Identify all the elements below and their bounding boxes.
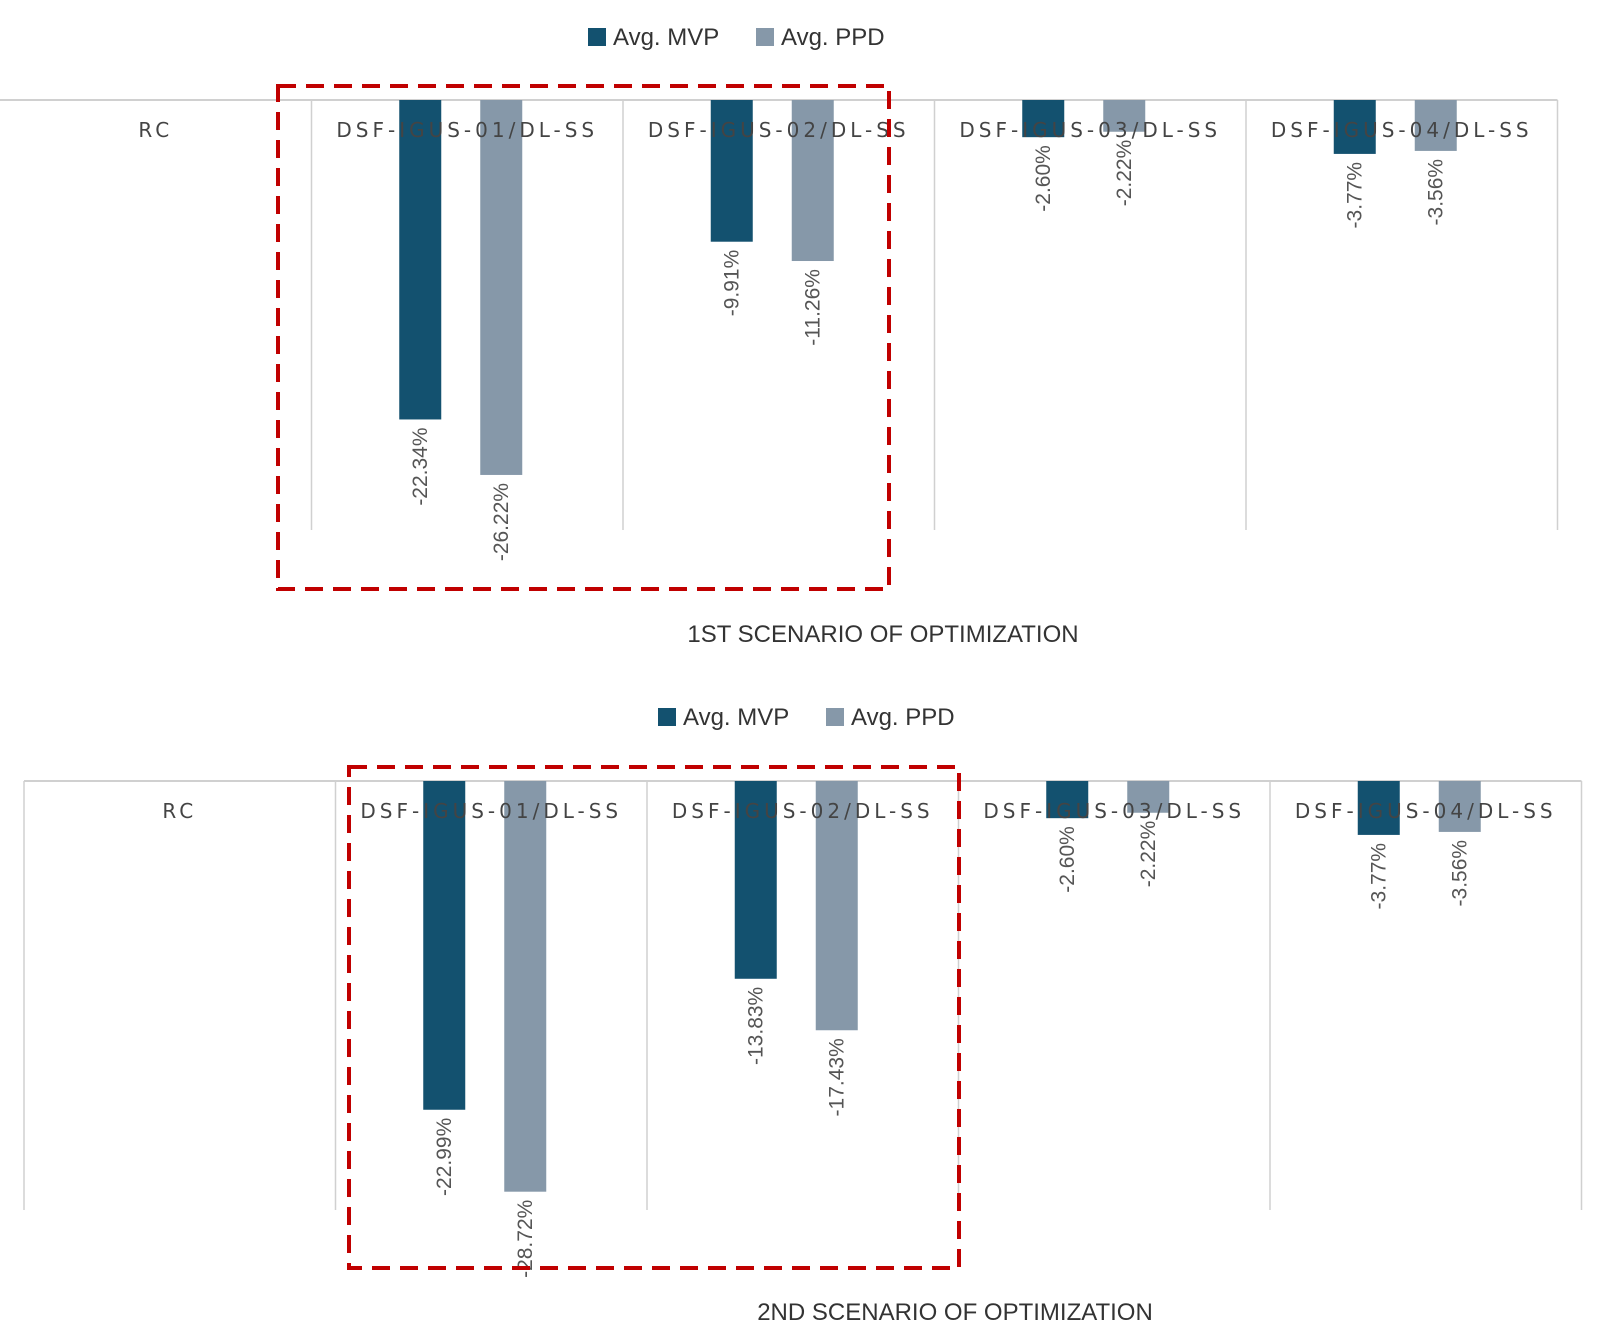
category-label: DSF-IGUS-04/DL-SS <box>1271 118 1533 142</box>
category-label: DSF-IGUS-03/DL-SS <box>959 118 1221 142</box>
bar-mvp <box>710 100 753 242</box>
category-label: RC <box>162 799 197 823</box>
data-label: -2.60% <box>1056 826 1079 893</box>
bar-ppd <box>791 100 834 262</box>
data-label: -3.77% <box>1368 843 1391 910</box>
data-label: -2.22% <box>1137 821 1160 888</box>
bar-ppd <box>1127 781 1170 813</box>
data-label: -28.72% <box>514 1200 537 1278</box>
bar-ppd <box>1103 100 1146 132</box>
data-label: -11.26% <box>802 269 825 346</box>
data-label: -22.34% <box>409 427 432 505</box>
bar-mvp <box>1357 781 1400 835</box>
chart-panel-2: Avg. MVP Avg. PPD -22.99% -28.72% -13.83% -17… <box>23 704 1583 1326</box>
highlight-box <box>276 84 891 591</box>
chart-title: 2ND SCENARIO OF OPTIMIZATION <box>757 1299 1153 1326</box>
data-label: -17.43% <box>826 1038 849 1116</box>
category-label: DSF-IGUS-03/DL-SS <box>983 799 1245 823</box>
highlight-box <box>347 765 961 1270</box>
chart-title: 1ST SCENARIO OF OPTIMIZATION <box>687 621 1078 648</box>
data-label: -3.56% <box>1425 159 1448 226</box>
legend-swatch-ppd <box>826 708 844 726</box>
legend-swatch-mvp <box>658 708 676 726</box>
bar-ppd <box>815 781 858 1031</box>
legend: Avg. MVP Avg. PPD <box>658 704 955 731</box>
legend: Avg. MVP Avg. PPD <box>588 24 885 51</box>
bar-ppd <box>1438 781 1481 832</box>
data-label: -3.56% <box>1449 840 1472 907</box>
legend-label-mvp: Avg. MVP <box>613 24 719 51</box>
bar-mvp <box>1022 100 1065 138</box>
legend-label-ppd: Avg. PPD <box>781 24 885 51</box>
category-label: RC <box>138 118 173 142</box>
category-label: DSF-IGUS-02/DL-SS <box>672 799 934 823</box>
category-label: DSF-IGUS-04/DL-SS <box>1295 799 1557 823</box>
category-label: DSF-IGUS-01/DL-SS <box>336 118 598 142</box>
category-label: DSF-IGUS-02/DL-SS <box>648 118 910 142</box>
bar-mvp <box>423 781 466 1110</box>
bar-ppd <box>504 781 547 1192</box>
bar-mvp <box>399 100 442 420</box>
bar-mvp <box>734 781 777 979</box>
legend-swatch-ppd <box>756 28 774 46</box>
data-label: -2.60% <box>1032 145 1055 212</box>
data-label: -22.99% <box>433 1118 456 1196</box>
data-label: -9.91% <box>721 250 744 317</box>
legend-label-ppd: Avg. PPD <box>851 704 955 731</box>
bar-ppd <box>1414 100 1457 151</box>
data-label: -26.22% <box>490 483 513 561</box>
chart-panel-1: Avg. MVP Avg. PPD -22.34% -26.22% -9.91% -11.… <box>0 24 1559 648</box>
legend-swatch-mvp <box>588 28 606 46</box>
bar-ppd <box>480 100 523 475</box>
bar-mvp <box>1046 781 1089 819</box>
legend-label-mvp: Avg. MVP <box>683 704 789 731</box>
bar-mvp <box>1333 100 1376 154</box>
data-label: -3.77% <box>1344 162 1367 229</box>
data-label: -2.22% <box>1113 140 1136 207</box>
data-label: -13.83% <box>745 987 768 1065</box>
category-label: DSF-IGUS-01/DL-SS <box>360 799 622 823</box>
